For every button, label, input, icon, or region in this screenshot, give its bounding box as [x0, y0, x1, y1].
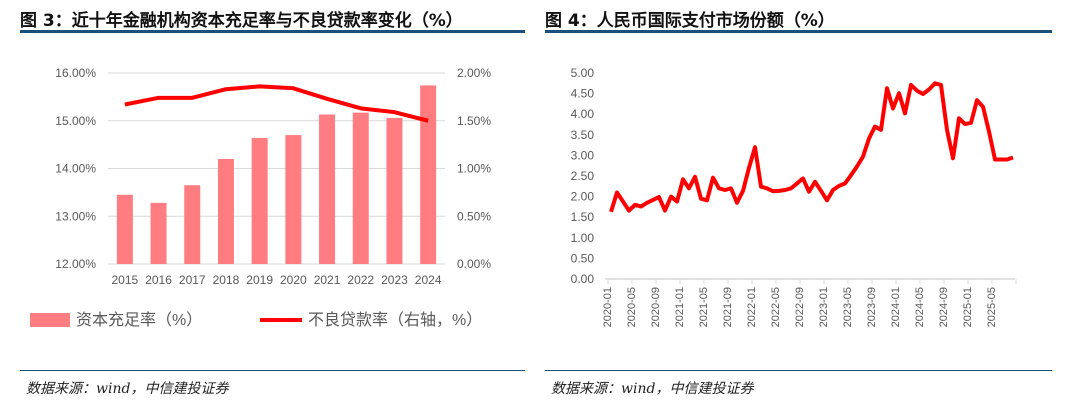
y-tick-label: 0.00 [571, 272, 595, 286]
x-tick-label: 2021-09 [722, 287, 734, 327]
header-rule [545, 30, 1052, 33]
bar-capital-adequacy [251, 137, 268, 264]
x-tick-label: 2022-09 [794, 287, 806, 327]
bar-capital-adequacy [352, 112, 369, 264]
y-tick-label: 4.00 [571, 107, 595, 121]
y-tick-label: 4.50 [571, 87, 595, 101]
bar-capital-adequacy [116, 194, 133, 264]
y-right-tick-label: 0.00% [457, 257, 491, 271]
y-tick-label: 1.50 [571, 210, 595, 224]
x-tick-label: 2020-05 [626, 287, 638, 327]
x-tick-label: 2023-09 [866, 287, 878, 327]
y-tick-label: 0.50 [571, 251, 595, 265]
bar-capital-adequacy [285, 135, 302, 264]
y-tick-label: 2.50 [571, 169, 595, 183]
legend-bar-swatch [30, 313, 70, 327]
source-note: 数据来源：wind，中信建投证券 [26, 381, 229, 397]
bar-capital-adequacy [386, 117, 403, 264]
y-left-tick-label: 12.00% [55, 257, 96, 271]
y-tick-label: 5.00 [571, 66, 595, 80]
source-note: 数据来源：wind，中信建投证券 [551, 381, 754, 397]
y-right-tick-label: 1.50% [457, 114, 491, 128]
x-tick-label: 2022 [347, 273, 374, 287]
x-tick-label: 2020 [280, 273, 307, 287]
y-tick-label: 1.00 [571, 231, 595, 245]
x-tick-label: 2015 [111, 273, 138, 287]
y-left-tick-label: 15.00% [55, 114, 96, 128]
x-tick-label: 2023 [381, 273, 408, 287]
x-tick-label: 2021-05 [698, 287, 710, 327]
header-rule [20, 30, 525, 33]
x-tick-label: 2024-05 [914, 287, 926, 327]
x-tick-label: 2021 [314, 273, 341, 287]
y-right-tick-label: 0.50% [457, 209, 491, 223]
bar-capital-adequacy [319, 114, 336, 264]
figure-3-title: 图 3：近十年金融机构资本充足率与不良贷款率变化（%） [20, 11, 463, 31]
line-rmb-share [609, 81, 1014, 213]
x-tick-label: 2017 [179, 273, 206, 287]
x-tick-label: 2020-01 [602, 287, 614, 327]
bar-capital-adequacy [420, 85, 437, 264]
rmb-payment-share-chart: 0.00 0.50 1.00 1.50 2.00 2.50 3.00 3.50 4.00 4.50… [571, 66, 1017, 327]
x-tick-label: 2019 [246, 273, 273, 287]
capital-npl-chart: 12.00% 0.00% 13.00% 0.50% 14.00% 1.00% 15.00% 1… [30, 66, 491, 329]
x-tick-label: 2024-01 [890, 287, 902, 327]
legend-label-npl: 不良贷款率（右轴，%） [308, 311, 482, 329]
x-tick-label: 2024 [415, 273, 442, 287]
x-tick-label: 2022-01 [746, 287, 758, 327]
left-figure-panel: 图 3：近十年金融机构资本充足率与不良贷款率变化（%） 12.00% 0.00% 1… [20, 0, 525, 408]
bar-capital-adequacy [184, 185, 201, 264]
x-tick-label: 2022-05 [770, 287, 782, 327]
x-tick-label: 2021-01 [674, 287, 686, 327]
y-left-tick-label: 13.00% [55, 209, 96, 223]
y-tick-label: 3.00 [571, 148, 595, 162]
y-tick-label: 2.00 [571, 190, 595, 204]
y-right-tick-label: 1.00% [457, 162, 491, 176]
y-left-tick-label: 16.00% [55, 66, 96, 80]
figure-4-title: 图 4：人民币国际支付市场份额（%） [545, 11, 835, 31]
x-tick-label: 2025-05 [986, 287, 998, 327]
line-npl-ratio [124, 84, 429, 123]
x-tick-label: 2023-05 [842, 287, 854, 327]
x-tick-label: 2018 [213, 273, 240, 287]
x-tick-label: 2025-01 [962, 287, 974, 327]
x-tick-label: 2024-09 [938, 287, 950, 327]
footer-rule [545, 370, 1052, 371]
x-tick-label: 2016 [145, 273, 172, 287]
x-tick-label: 2020-09 [650, 287, 662, 327]
y-right-tick-label: 2.00% [457, 66, 491, 80]
bar-capital-adequacy [217, 158, 234, 264]
footer-rule [20, 370, 525, 371]
legend-label-capital: 资本充足率（%） [76, 311, 202, 329]
x-tick-label: 2023-01 [818, 287, 830, 327]
y-tick-label: 3.50 [571, 128, 595, 142]
y-left-tick-label: 14.00% [55, 162, 96, 176]
bar-capital-adequacy [150, 202, 167, 264]
right-figure-panel: 图 4：人民币国际支付市场份额（%） 0.00 0.50 1.00 1.50 2.00 2… [545, 0, 1052, 408]
